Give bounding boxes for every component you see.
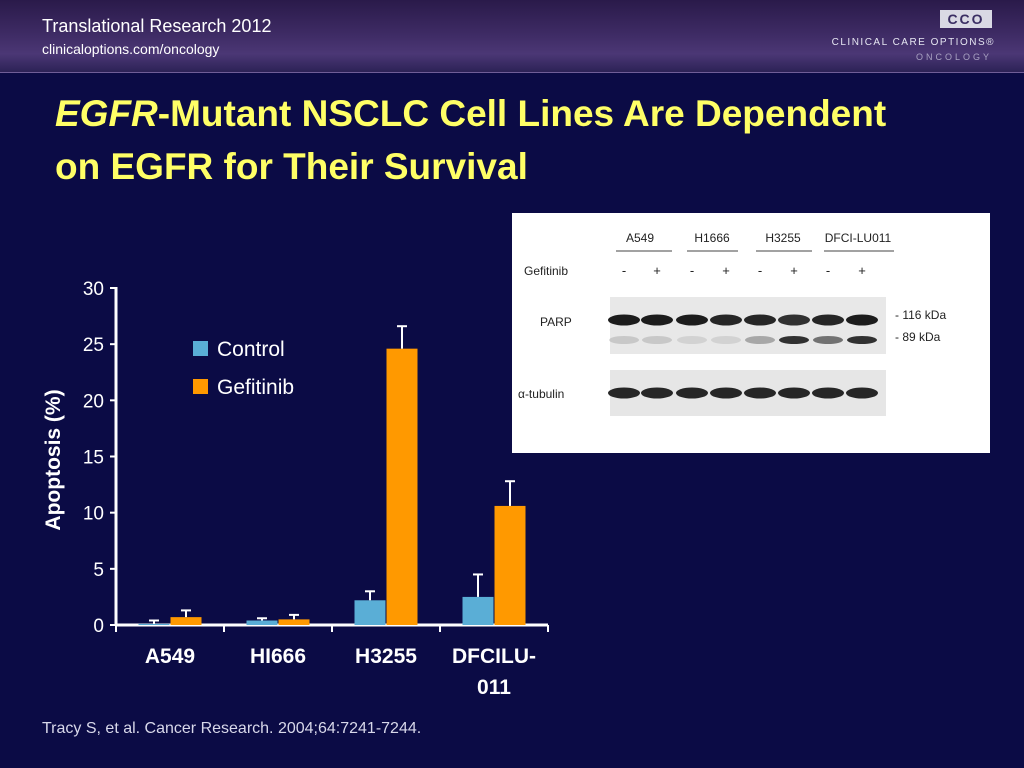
blot-treatment-sign: +	[722, 263, 730, 278]
bar-control	[138, 623, 170, 625]
parp-116-band	[846, 314, 878, 326]
y-tick-label: 25	[83, 335, 104, 356]
parp-116-band	[641, 314, 673, 326]
parp-116-band	[710, 314, 742, 326]
logo-brand-text: CLINICAL CARE OPTIONS®	[831, 37, 995, 48]
marker-89-kda: - 89 kDa	[895, 330, 941, 344]
western-blot-figure: A549 H1666 H3255 DFCI-LU011 Gefitinib - +…	[518, 231, 946, 416]
bar-control	[354, 600, 386, 625]
parp-116-band	[812, 314, 844, 326]
title-gene-name: EGFR	[55, 93, 158, 134]
y-tick-label: 5	[93, 560, 104, 581]
blot-cell-line-label: H1666	[694, 231, 730, 245]
parp-89-band	[847, 336, 877, 344]
blot-cell-line-label: A549	[626, 231, 654, 245]
y-tick-label: 20	[83, 391, 104, 412]
y-axis-label: Apoptosis (%)	[42, 389, 65, 530]
blot-treatment-sign: -	[826, 263, 830, 278]
parp-116-band	[778, 314, 810, 326]
x-tick-label: H3255	[355, 645, 417, 668]
parp-116-band	[744, 314, 776, 326]
y-tick-label: 0	[93, 616, 104, 637]
parp-89-band	[677, 336, 707, 344]
blot-bands	[608, 314, 878, 399]
logo-mark: CCO	[947, 11, 985, 27]
y-tick-label: 30	[83, 279, 104, 300]
tubulin-band	[812, 387, 844, 399]
conference-title: Translational Research 2012	[42, 16, 272, 36]
slide-title: EGFR-Mutant NSCLC Cell Lines Are Depende…	[55, 87, 935, 193]
citation: Tracy S, et al. Cancer Research. 2004;64…	[42, 720, 422, 737]
bar-control	[462, 596, 494, 625]
tubulin-band	[846, 387, 878, 399]
chart-legend: Control Gefitinib	[193, 338, 294, 399]
x-tick-label: DFCILU-011	[452, 645, 536, 699]
blot-cell-line-label: H3255	[765, 231, 801, 245]
tubulin-band	[676, 387, 708, 399]
blot-row-label-parp: PARP	[540, 315, 572, 329]
blot-treatment-signs: - + - + - + - +	[622, 263, 866, 278]
tubulin-band	[608, 387, 640, 399]
parp-89-band	[711, 336, 741, 344]
tubulin-band	[778, 387, 810, 399]
marker-116-kda: - 116 kDa	[895, 308, 946, 322]
apoptosis-bar-chart: Apoptosis (%) 0 5 10 15 20 25 30 A549 HI666 H3255…	[42, 279, 549, 699]
bar-gefitinib	[170, 617, 202, 625]
blot-treatment-sign: +	[790, 263, 798, 278]
blot-treatment-sign: -	[690, 263, 694, 278]
parp-89-band	[745, 336, 775, 344]
y-tick-label: 15	[83, 448, 104, 469]
tubulin-band	[744, 387, 776, 399]
blot-row-label-tubulin: α-tubulin	[518, 387, 564, 401]
bar-gefitinib	[278, 619, 310, 625]
title-text: -Mutant NSCLC Cell Lines Are Dependent o…	[55, 93, 887, 187]
logo-subbrand-text: ONCOLOGY	[915, 52, 992, 62]
western-blot-image: A549 H1666 H3255 DFCI-LU011 Gefitinib - +…	[512, 213, 990, 453]
blot-treatment-sign: +	[858, 263, 866, 278]
parp-blot-panel	[610, 297, 886, 354]
parp-89-band	[813, 336, 843, 344]
slide-header: Translational Research 2012 clinicalopti…	[0, 0, 1024, 73]
parp-89-band	[779, 336, 809, 344]
blot-treatment-sign: -	[622, 263, 626, 278]
blot-treatment-sign: +	[653, 263, 661, 278]
tubulin-band	[641, 387, 673, 399]
x-tick-label: A549	[145, 645, 195, 668]
legend-swatch	[193, 379, 208, 394]
y-tick-label: 10	[83, 504, 104, 525]
blot-treatment-sign: -	[758, 263, 762, 278]
legend-swatch	[193, 341, 208, 356]
bar-gefitinib	[494, 505, 526, 625]
legend-label: Control	[217, 338, 285, 361]
bar-gefitinib	[386, 348, 418, 625]
website-url: clinicaloptions.com/oncology	[42, 41, 220, 57]
tubulin-band	[710, 387, 742, 399]
parp-89-band	[642, 336, 672, 344]
blot-cell-line-label: DFCI-LU011	[825, 231, 892, 245]
bar-control	[246, 620, 278, 625]
legend-label: Gefitinib	[217, 376, 294, 399]
parp-116-band	[676, 314, 708, 326]
x-tick-label: HI666	[250, 645, 306, 668]
parp-89-band	[609, 336, 639, 344]
chart-axes: 0 5 10 15 20 25 30 A549 HI666 H3255 DFCILU-011	[83, 279, 549, 699]
blot-treatment-label: Gefitinib	[524, 264, 568, 278]
cco-logo-icon	[940, 10, 992, 28]
parp-116-band	[608, 314, 640, 326]
chart-bars	[138, 325, 526, 625]
